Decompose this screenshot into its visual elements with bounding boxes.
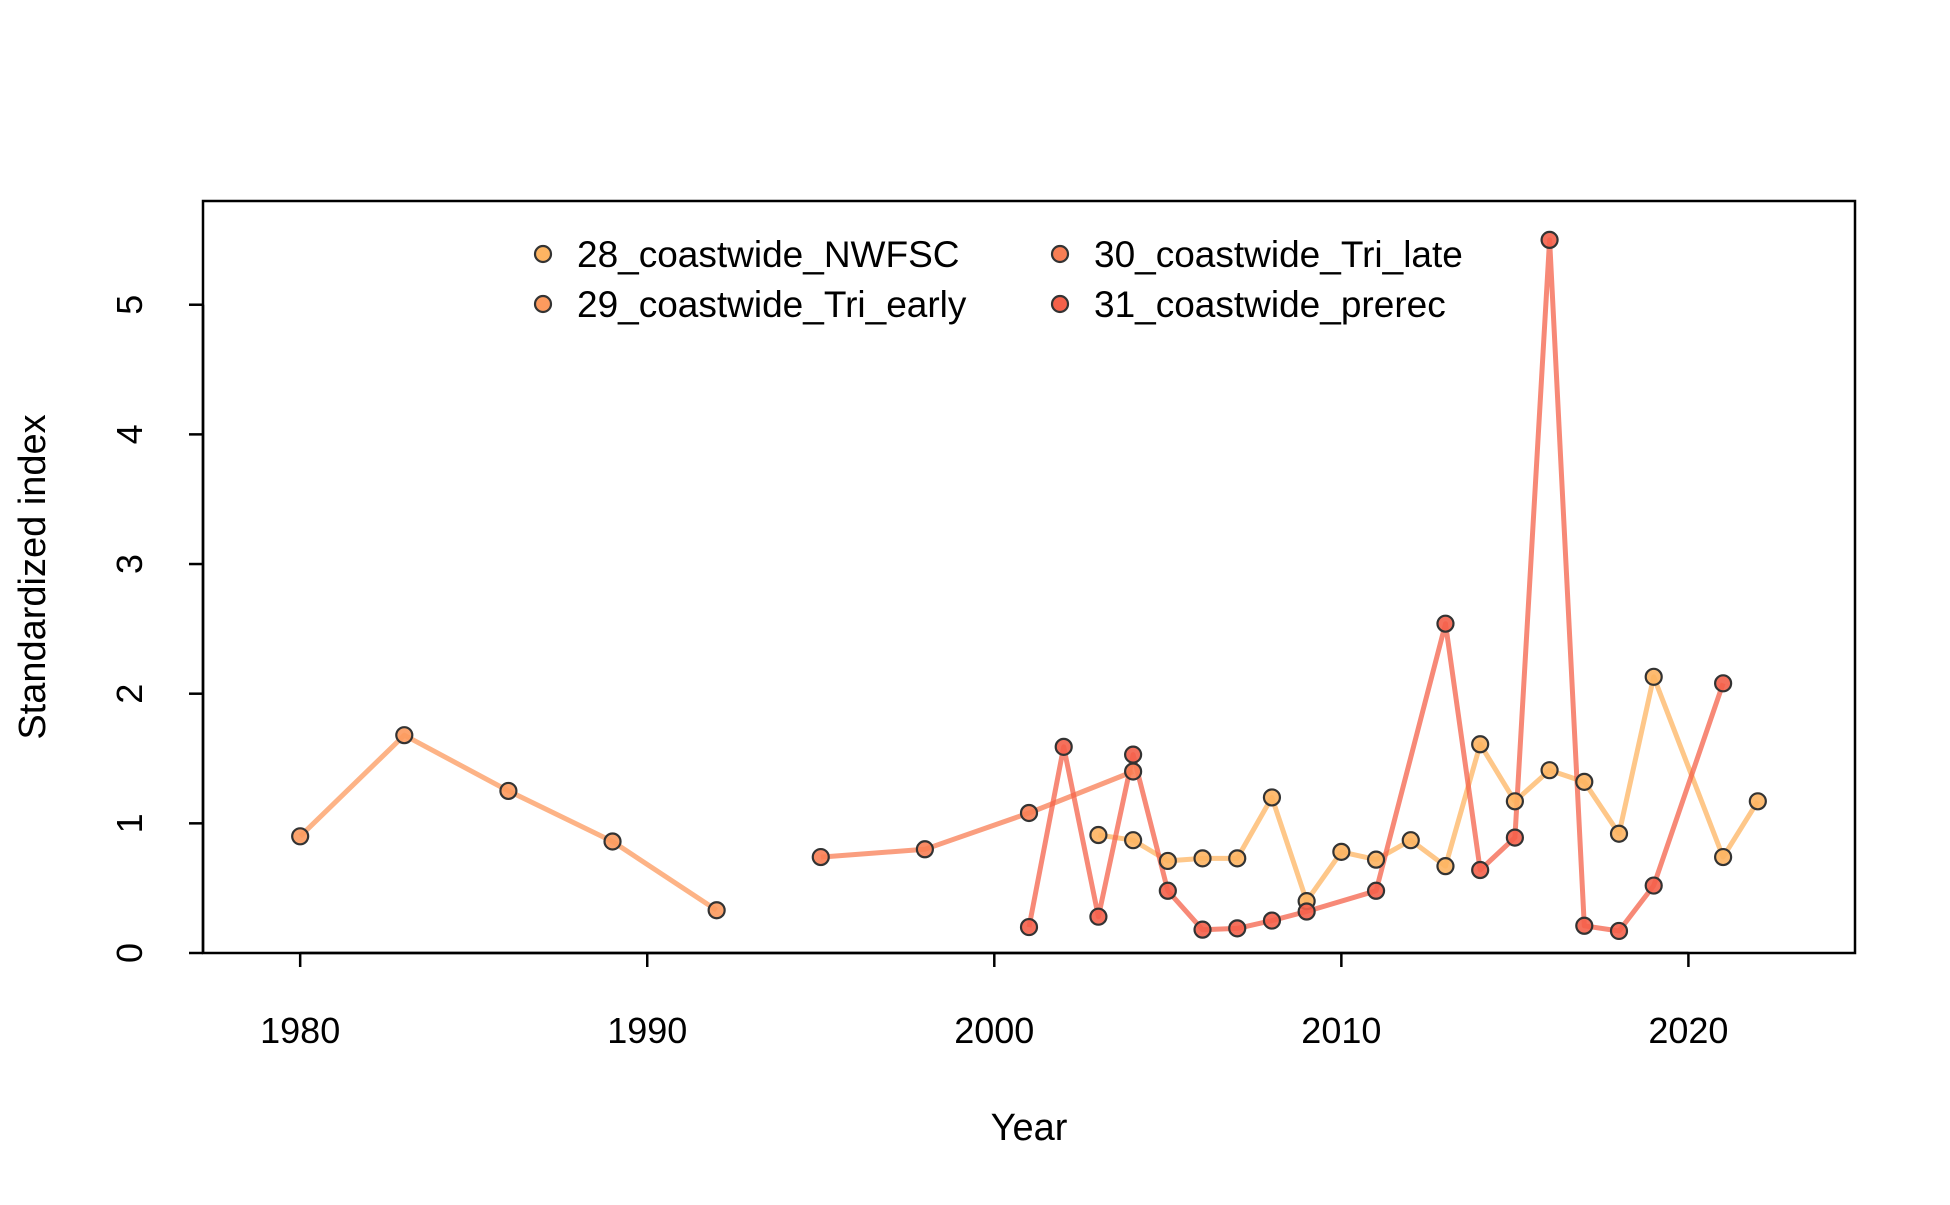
data-point — [1019, 917, 1039, 937]
data-point — [1158, 851, 1177, 871]
data-point — [603, 832, 622, 851]
data-point — [1228, 919, 1247, 938]
series-line — [298, 732, 718, 913]
data-point — [915, 840, 934, 859]
data-point — [1054, 737, 1073, 756]
legend-marker — [1050, 294, 1070, 314]
x-axis-title: Year — [991, 1107, 1068, 1149]
data-point — [1089, 907, 1108, 926]
legend-label: 29_coastwide_Tri_early — [577, 284, 967, 325]
data-point — [1714, 674, 1733, 693]
data-point — [1609, 824, 1629, 843]
data-point — [1158, 881, 1177, 900]
data-point — [1193, 920, 1212, 939]
legend-label: 31_coastwide_prerec — [1094, 284, 1446, 325]
data-point — [1366, 850, 1386, 869]
data-point — [291, 827, 310, 846]
data-point — [1471, 860, 1490, 880]
y-tick-label: 2 — [109, 684, 150, 704]
y-tick-label: 3 — [109, 554, 150, 574]
data-point — [499, 781, 518, 801]
legend-label: 28_coastwide_NWFSC — [577, 234, 959, 275]
y-axis-title: Standardized index — [12, 414, 54, 739]
data-point — [395, 726, 414, 745]
data-point — [1193, 849, 1212, 868]
data-point — [1540, 761, 1559, 780]
data-point — [1332, 842, 1351, 861]
data-point — [1644, 667, 1663, 686]
data-point — [1505, 828, 1524, 847]
y-tick-label: 0 — [109, 943, 150, 963]
x-tick-label: 2010 — [1301, 1010, 1381, 1051]
data-point — [1436, 614, 1455, 633]
x-axis: 1980 1990 2000 2010 2020 — [260, 951, 1728, 1051]
legend-marker — [1050, 244, 1070, 264]
data-point — [1575, 916, 1594, 935]
data-point — [1228, 849, 1247, 868]
series-line — [820, 769, 1135, 860]
data-point — [1262, 788, 1282, 807]
data-point — [811, 847, 830, 867]
data-point — [707, 901, 726, 920]
data-point — [1262, 911, 1282, 930]
legend: 28_coastwide_NWFSC 29_coastwide_Tri_early… — [533, 234, 1463, 325]
data-point — [1609, 921, 1629, 941]
x-tick-label: 2000 — [954, 1010, 1034, 1051]
x-tick-label: 1980 — [260, 1010, 340, 1051]
data-point — [1124, 762, 1143, 781]
legend-label: 30_coastwide_Tri_late — [1094, 234, 1463, 275]
data-point — [1124, 831, 1143, 850]
data-point — [1471, 735, 1490, 754]
y-axis: 0 1 2 3 4 5 — [109, 295, 205, 963]
data-point — [1124, 745, 1143, 764]
y-tick-label: 4 — [109, 424, 150, 444]
x-tick-label: 2020 — [1648, 1010, 1728, 1051]
y-tick-label: 1 — [109, 813, 150, 833]
data-point — [1297, 902, 1316, 921]
data-point — [1644, 876, 1663, 895]
data-point — [1366, 881, 1386, 900]
legend-marker — [533, 294, 553, 314]
data-point — [1019, 803, 1039, 823]
data-point — [1575, 772, 1594, 791]
data-point — [1540, 230, 1559, 249]
data-point — [1714, 847, 1733, 867]
data-point — [1401, 831, 1420, 850]
x-tick-label: 1990 — [607, 1010, 687, 1051]
legend-marker — [533, 244, 553, 264]
plot-frame — [201, 199, 1857, 955]
data-point — [1748, 792, 1767, 811]
series-lines — [298, 237, 1760, 934]
data-point — [1436, 857, 1455, 876]
data-point — [1089, 825, 1108, 845]
y-tick-label: 5 — [109, 295, 150, 315]
series-points — [291, 230, 1767, 941]
data-point — [1505, 792, 1524, 811]
